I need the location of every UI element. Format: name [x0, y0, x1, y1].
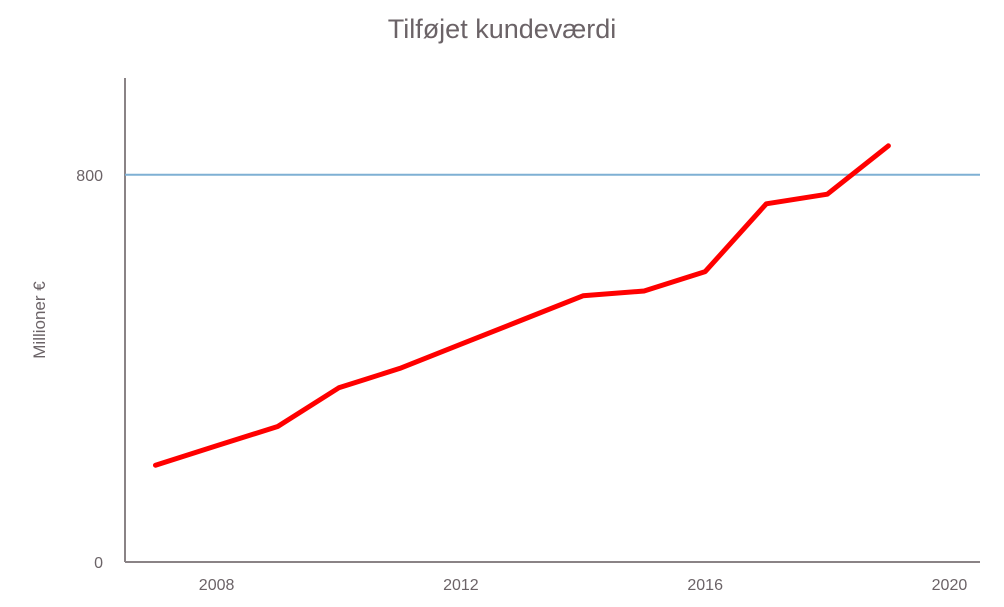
x-tick-label: 2020 — [932, 577, 968, 594]
series-line-0 — [153, 143, 891, 468]
x-tick-label: 2012 — [443, 577, 479, 594]
x-tick-label: 2016 — [687, 577, 723, 594]
y-tick-label: 0 — [94, 555, 103, 572]
x-tick-label: 2008 — [199, 577, 235, 594]
chart-title: Tilføjet kundeværdi — [387, 14, 617, 44]
y-tick-label: 800 — [76, 168, 103, 185]
